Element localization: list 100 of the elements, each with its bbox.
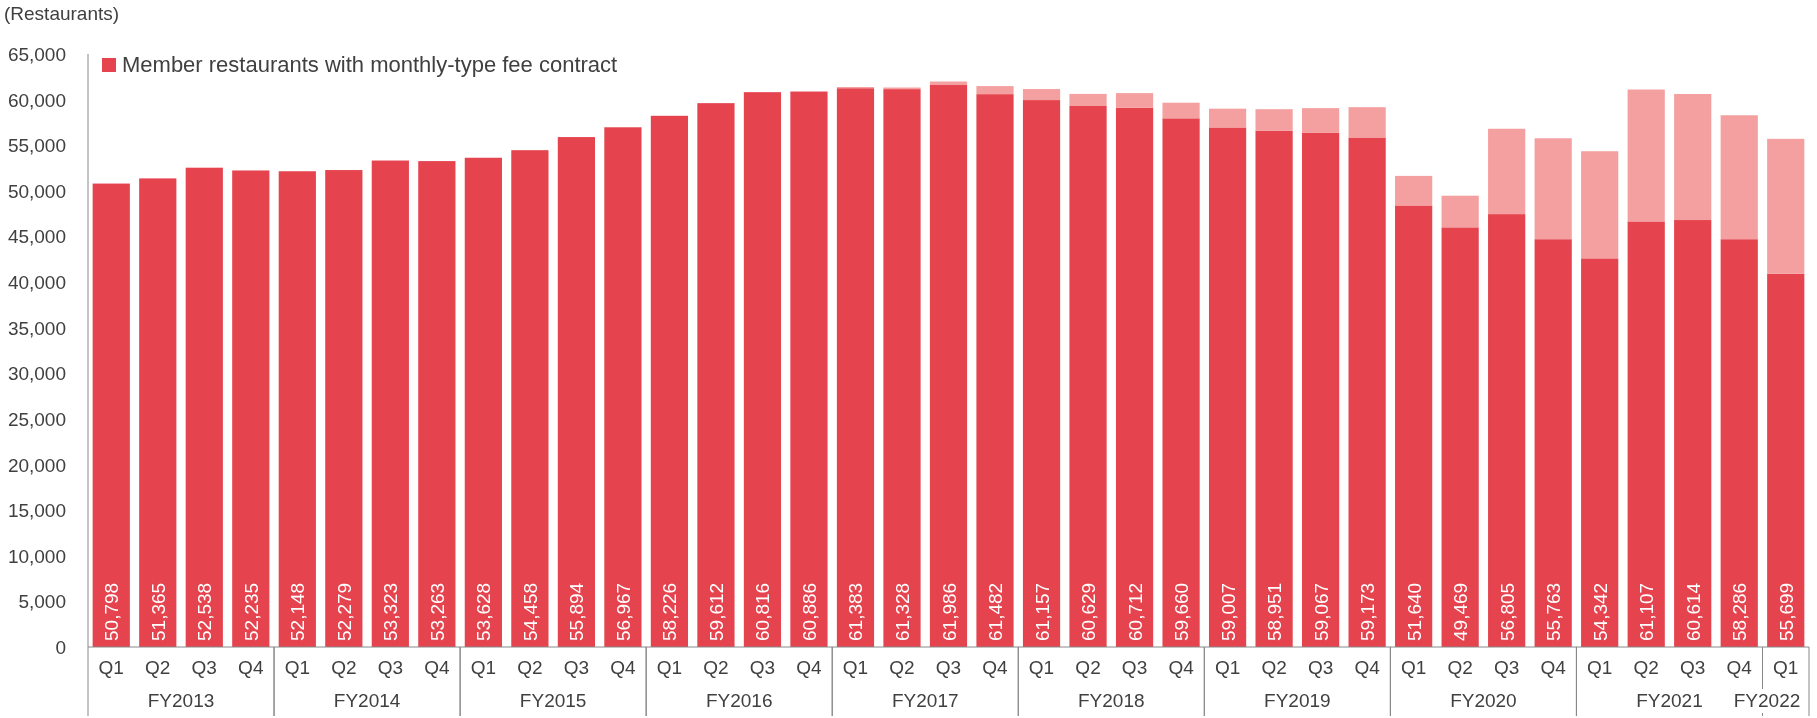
total-label: 60,629 [1078, 582, 1100, 641]
x-tick-label: Q2 [145, 657, 171, 678]
total-label: 61,482 [985, 582, 1007, 641]
x-tick-label: Q3 [1680, 657, 1706, 678]
total-label: 60,886 [798, 582, 820, 641]
x-tick-label: Q1 [98, 657, 124, 678]
text: FY2014 [333, 690, 401, 711]
text: FY2022 [1733, 690, 1801, 711]
total-label: 60,816 [752, 582, 774, 641]
total-label: 55,699 [1775, 582, 1797, 641]
text: FY2018 [1078, 690, 1145, 711]
legend-label: Member restaurants with monthly-type fee contract [122, 52, 618, 77]
total-label: 53,628 [473, 582, 495, 641]
x-tick-label: Q1 [470, 657, 497, 678]
total-label: 52,279 [333, 582, 355, 641]
x-tick-label: Q1 [1587, 657, 1613, 678]
total-label: 54,458 [519, 582, 541, 641]
x-tick-label: Q2 [1075, 657, 1101, 678]
y-tick-label: 20,000 [7, 454, 66, 476]
x-tick-label: Q2 [703, 657, 729, 678]
x-tick-label: Q2 [1261, 657, 1287, 678]
x-tick-label: Q3 [1493, 657, 1520, 678]
total-label: 61,986 [938, 582, 960, 641]
x-tick-label: Q2 [331, 657, 357, 678]
x-tick-label: Q3 [377, 657, 404, 678]
x-tick-label: Q4 [1168, 657, 1195, 678]
total-label: 60,614 [1682, 582, 1704, 641]
x-tick-label: Q1 [1400, 657, 1427, 678]
x-tick-label: Q3 [1121, 657, 1148, 678]
y-tick-label: 30,000 [7, 363, 66, 385]
x-tick-label: Q2 [517, 657, 543, 678]
total-label: 56,967 [612, 582, 634, 641]
y-tick-label: 10,000 [7, 545, 66, 567]
y-tick-label: 25,000 [7, 408, 66, 430]
x-tick-label: Q4 [610, 657, 636, 678]
total-label: 58,286 [1729, 582, 1751, 641]
y-tick-label: 45,000 [7, 226, 66, 248]
x-tick-label: Q1 [1773, 657, 1799, 678]
total-label: 56,805 [1496, 582, 1518, 641]
text: FY2019 [1264, 690, 1331, 711]
x-tick-label: Q2 [1447, 657, 1473, 678]
x-tick-label: Q1 [656, 657, 683, 678]
x-tick-label: Q3 [749, 657, 776, 678]
y-tick-label: 60,000 [7, 89, 66, 111]
x-tick-label: Q1 [842, 657, 869, 678]
total-label: 61,328 [891, 582, 913, 641]
text: FY2021 [1636, 690, 1703, 711]
total-label: 59,173 [1357, 582, 1379, 641]
x-tick-label: Q3 [191, 657, 217, 678]
total-label: 61,157 [1031, 582, 1053, 641]
total-label: 51,365 [147, 582, 169, 641]
text: FY2016 [705, 690, 773, 711]
total-label: 53,323 [380, 582, 402, 641]
x-tick-label: Q1 [1214, 657, 1241, 678]
x-tick-label: Q4 [1540, 657, 1567, 678]
x-tick-label: Q4 [796, 657, 823, 678]
x-tick-label: Q4 [1726, 657, 1753, 678]
y-tick-label: 5,000 [18, 591, 66, 613]
x-tick-label: Q3 [563, 657, 590, 678]
y-tick-label: 40,000 [7, 272, 66, 294]
total-label: 53,263 [426, 582, 448, 641]
x-tick-label: Q4 [1354, 657, 1381, 678]
total-label: 55,894 [566, 582, 588, 641]
total-label: 52,148 [287, 582, 309, 641]
total-label: 49,469 [1450, 582, 1472, 641]
y-tick-label: 35,000 [7, 317, 66, 339]
y-tick-label: 15,000 [7, 500, 66, 522]
total-label: 50,798 [101, 582, 123, 641]
total-label: 59,612 [705, 582, 727, 641]
y-tick-label: 50,000 [7, 180, 66, 202]
text: FY2013 [147, 690, 215, 711]
x-tick-label: Q3 [935, 657, 962, 678]
x-tick-label: Q1 [284, 657, 310, 678]
total-label: 55,763 [1543, 582, 1565, 641]
x-tick-label: Q4 [982, 657, 1009, 678]
total-label: 54,342 [1589, 582, 1611, 641]
total-label: 58,951 [1264, 582, 1286, 641]
y-axis-title: (Restaurants) [4, 3, 120, 24]
total-label: 61,383 [845, 582, 867, 641]
total-label: 59,660 [1171, 582, 1193, 641]
total-label: 52,235 [240, 582, 262, 641]
total-label: 58,226 [659, 582, 681, 641]
text: FY2015 [519, 690, 587, 711]
x-tick-label: Q4 [424, 657, 450, 678]
total-label: 52,538 [194, 582, 216, 641]
x-tick-label: Q2 [1633, 657, 1659, 678]
total-label: 61,107 [1636, 582, 1658, 641]
total-label: 60,712 [1124, 582, 1146, 641]
x-tick-label: Q3 [1307, 657, 1334, 678]
total-label: 59,007 [1217, 582, 1239, 641]
y-tick-label: 55,000 [7, 135, 66, 157]
total-label: 51,640 [1403, 582, 1425, 641]
text: FY2017 [891, 690, 959, 711]
text: FY2020 [1450, 690, 1517, 711]
x-tick-label: Q4 [238, 657, 264, 678]
y-tick-label: 65,000 [7, 44, 66, 65]
x-tick-label: Q2 [889, 657, 915, 678]
x-tick-label: Q1 [1028, 657, 1055, 678]
total-label: 59,067 [1310, 582, 1332, 641]
y-tick-label: 0 [55, 637, 66, 658]
